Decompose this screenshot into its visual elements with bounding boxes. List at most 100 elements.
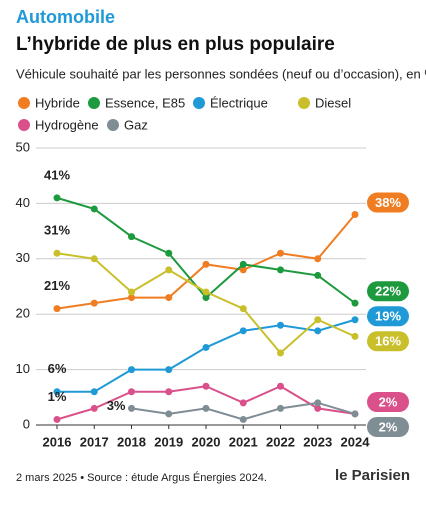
point: [239, 399, 247, 407]
x-tick-label: 2016: [43, 434, 72, 449]
y-tick-label: 20: [16, 306, 30, 321]
legend-swatch: [193, 97, 205, 109]
legend-swatch: [107, 119, 119, 131]
value-label: 21%: [44, 278, 70, 293]
logo: le Parisien: [335, 467, 410, 484]
legend-swatch: [18, 119, 30, 131]
x-tick-label: 2020: [192, 434, 221, 449]
x-tick-label: 2023: [303, 434, 332, 449]
point: [351, 332, 359, 340]
x-tick-label: 2017: [80, 434, 109, 449]
point: [239, 327, 247, 335]
value-label: 41%: [44, 167, 70, 182]
point: [128, 288, 135, 296]
end-badge: [367, 331, 409, 352]
point: [128, 388, 135, 396]
x-tick-label: 2024: [341, 434, 371, 449]
value-label: 31%: [44, 223, 70, 238]
point: [277, 321, 284, 329]
end-label: 22%: [375, 284, 401, 299]
point: [351, 316, 359, 324]
point: [277, 404, 284, 412]
legend-label: Diesel: [315, 95, 351, 110]
subtitle: Véhicule souhaité par les personnes sond…: [16, 66, 426, 81]
source: 2 mars 2025 • Source : étude Argus Énerg…: [16, 471, 267, 484]
kicker: Automobile: [16, 7, 115, 27]
point: [239, 415, 247, 423]
point: [202, 382, 210, 390]
point: [90, 299, 98, 307]
point: [202, 343, 210, 351]
point: [202, 404, 210, 412]
x-tick-label: 2018: [117, 434, 146, 449]
end-badge: [367, 306, 409, 327]
point: [351, 210, 359, 218]
y-tick-label: 30: [16, 250, 30, 265]
point: [239, 260, 247, 268]
point: [351, 299, 359, 307]
legend-label: Hybride: [35, 95, 80, 110]
line: [56, 385, 356, 421]
end-label: 2%: [379, 419, 398, 434]
y-tick-label: 50: [16, 139, 30, 154]
point: [128, 294, 135, 302]
point: [53, 415, 61, 423]
point: [202, 294, 210, 302]
point: [128, 233, 135, 241]
value-label: 3%: [107, 398, 126, 413]
point: [165, 388, 173, 396]
point: [165, 266, 173, 274]
x-tick-label: 2021: [229, 434, 258, 449]
point: [53, 388, 61, 396]
point: [314, 316, 322, 324]
point: [165, 249, 173, 257]
point: [314, 271, 322, 279]
legend-label: Hydrogène: [35, 117, 99, 132]
point: [165, 410, 173, 418]
end-badge: [367, 192, 409, 213]
end-label: 2%: [379, 394, 398, 409]
end-badge: [367, 417, 409, 437]
point: [239, 266, 247, 274]
value-label: 1%: [48, 389, 67, 404]
point: [165, 294, 173, 302]
point: [90, 388, 98, 396]
legend-swatch: [298, 97, 310, 109]
point: [90, 255, 98, 263]
legend-label: Gaz: [124, 117, 148, 132]
point: [351, 410, 359, 418]
legend-label: Électrique: [210, 95, 268, 110]
line: [56, 252, 356, 355]
end-label: 38%: [375, 195, 401, 210]
point: [202, 288, 210, 296]
point: [53, 194, 61, 202]
point: [277, 382, 284, 390]
point: [239, 305, 247, 313]
x-tick-label: 2022: [266, 434, 295, 449]
point: [314, 399, 322, 407]
point: [53, 249, 61, 257]
end-badge: [367, 281, 409, 302]
end-badge: [367, 392, 409, 412]
y-tick-label: 40: [16, 195, 30, 210]
value-label: 6%: [48, 361, 67, 376]
point: [53, 305, 61, 313]
legend-label: Essence, E85: [105, 95, 185, 110]
legend-swatch: [18, 97, 30, 109]
point: [277, 266, 284, 274]
point: [165, 366, 173, 374]
point: [90, 205, 98, 213]
point: [277, 249, 284, 257]
point: [314, 404, 322, 412]
point: [128, 366, 135, 374]
y-tick-label: 10: [16, 361, 30, 376]
legend-swatch: [88, 97, 100, 109]
line: [56, 196, 356, 304]
point: [90, 404, 98, 412]
point: [314, 255, 322, 263]
end-label: 16%: [375, 334, 401, 349]
point: [202, 260, 210, 268]
line: [57, 318, 356, 393]
